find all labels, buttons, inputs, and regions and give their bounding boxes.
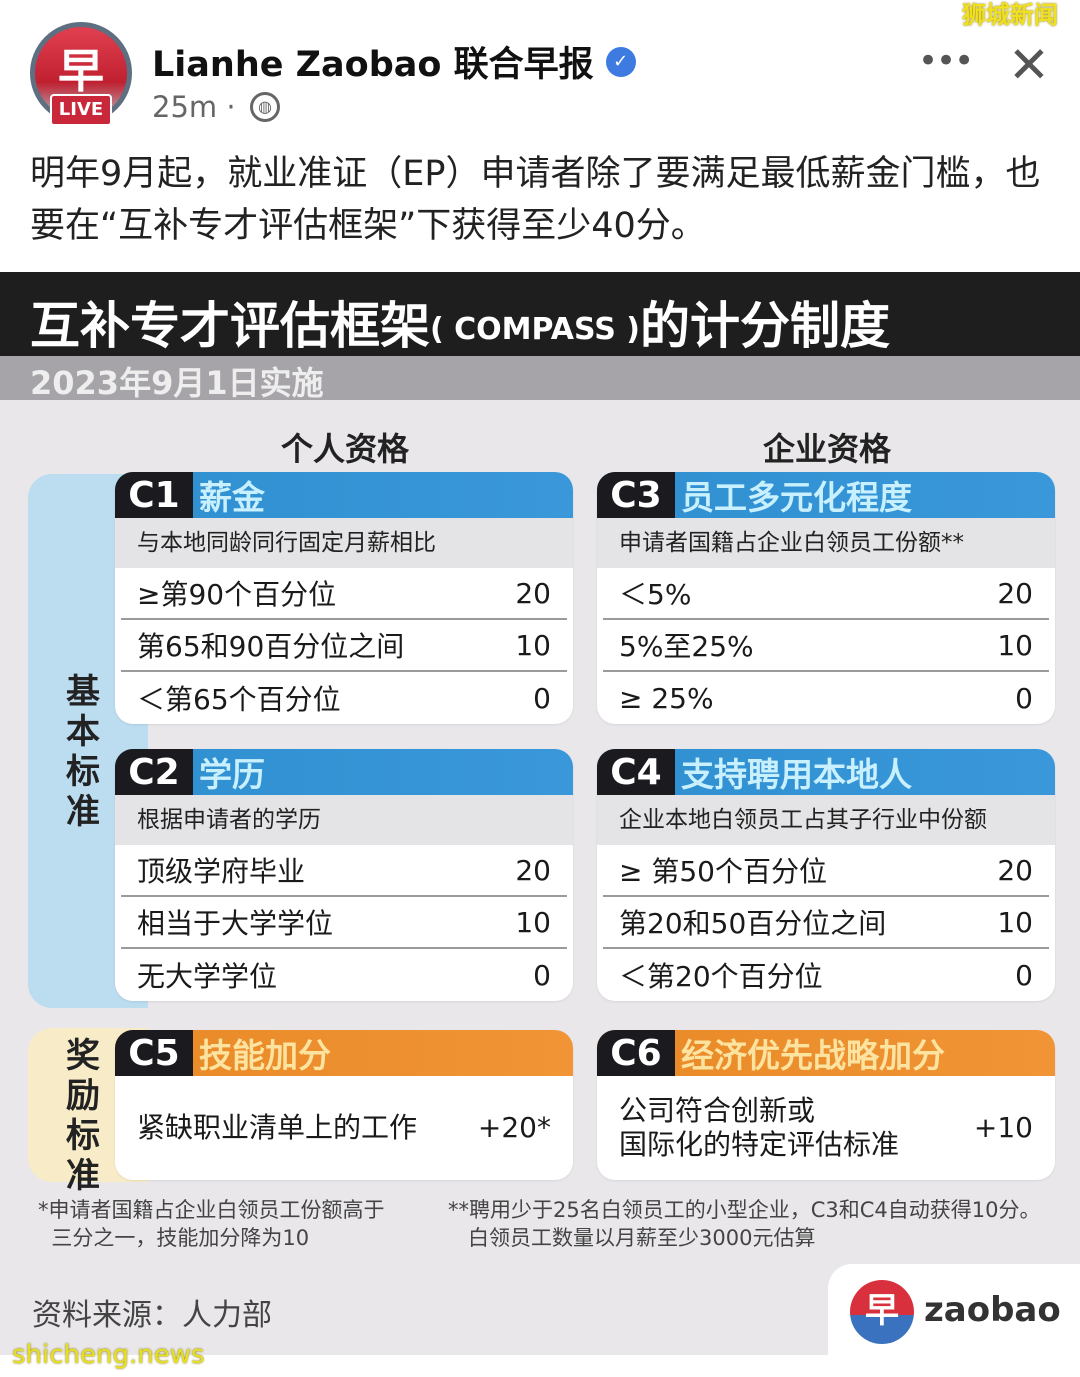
criterion-card-c1: C1 薪金 与本地同龄同行固定月薪相比 ≥第90个百分位 20 第65和90百分位之间 10…: [115, 472, 573, 724]
score-points: 0: [1015, 958, 1033, 992]
close-icon[interactable]: ✕: [1008, 36, 1050, 94]
card-header: C4 支持聘用本地人: [597, 749, 1055, 795]
criterion-code: C2: [115, 749, 193, 795]
criterion-code: C3: [597, 472, 675, 518]
post-text: 明年9月起，就业准证（EP）申请者除了要满足最低薪金门槛，也要在“互补专才评估框…: [30, 154, 1041, 246]
score-points: 0: [533, 681, 551, 715]
score-row: ≥ 25% 0: [603, 672, 1049, 724]
page-name[interactable]: Lianhe Zaobao 联合早报: [152, 45, 594, 85]
infographic-title: 互补专才评估框架( COMPASS )的计分制度: [30, 286, 890, 358]
score-condition: ＜5%: [619, 578, 692, 611]
score-row: 顶级学府毕业 20: [121, 845, 567, 897]
score-points: 20: [997, 853, 1033, 887]
score-row: 无大学学位 0: [121, 949, 567, 1001]
score-points: 0: [1015, 681, 1033, 715]
basic-criteria-label: 基本标准: [66, 672, 100, 832]
score-row: ≥ 第50个百分位 20: [603, 845, 1049, 897]
avatar-glyph: 早: [58, 44, 104, 98]
verified-badge-icon: ✓: [605, 46, 636, 77]
bonus-points: +20*: [477, 1111, 551, 1144]
criterion-card-c2: C2 学历 根据申请者的学历顶级学府毕业 20 相当于大学学位 10 无大学学位 0: [115, 749, 573, 1001]
score-points: 10: [515, 628, 551, 662]
page-name-row: Lianhe Zaobao 联合早报 ✓: [152, 36, 636, 87]
score-points: 0: [533, 958, 551, 992]
criterion-name: 技能加分: [199, 1036, 331, 1075]
score-condition: 第20和50百分位之间: [619, 907, 887, 940]
subtitle-band: [0, 356, 1080, 400]
criterion-code: C5: [115, 1030, 193, 1076]
column-header-company: 企业资格: [762, 430, 891, 468]
score-condition: ＜第65个百分位: [137, 683, 341, 716]
criterion-card-c4: C4 支持聘用本地人 企业本地白领员工占其子行业中份额 ≥ 第50个百分位 20 第20和…: [597, 749, 1055, 1001]
score-row: 第20和50百分位之间 10: [603, 897, 1049, 949]
score-row: ＜5% 20: [603, 568, 1049, 620]
logo-wordmark: zaobao: [924, 1290, 1061, 1330]
score-points: 10: [997, 905, 1033, 939]
score-row: ≥第90个百分位 20: [121, 568, 567, 620]
score-condition: ＜第20个百分位: [619, 960, 823, 993]
footnote-single-star: *申请者国籍占企业白领员工份额高于 三分之一，技能加分降为10: [38, 1198, 385, 1250]
score-row: ＜第20个百分位 0: [603, 949, 1049, 1001]
score-condition: ≥第90个百分位: [137, 578, 337, 611]
score-condition: 第65和90百分位之间: [137, 630, 405, 663]
bonus-condition: 公司符合创新或 国际化的特定评估标准: [619, 1094, 900, 1161]
watermark-top: 狮城新闻: [962, 1, 1058, 29]
globe-icon: ◍: [250, 92, 280, 122]
score-row: ＜第65个百分位 0: [121, 672, 567, 724]
criterion-name: 学历: [199, 755, 265, 794]
criterion-description: 申请者国籍占企业白领员工份额**: [597, 518, 1055, 568]
score-points: 20: [515, 853, 551, 887]
card-header: C6 经济优先战略加分: [597, 1030, 1055, 1076]
title-band: [0, 272, 1080, 356]
criterion-description: 与本地同龄同行固定月薪相比: [115, 518, 573, 568]
score-condition: ≥ 第50个百分位: [619, 855, 827, 888]
bonus-criteria-label: 奖励标准: [66, 1036, 100, 1196]
logo-mark: 早: [850, 1280, 914, 1344]
live-badge: LIVE: [50, 94, 112, 126]
criterion-card-c5: C5 技能加分紧缺职业清单上的工作 +20*: [115, 1030, 573, 1180]
score-condition: 相当于大学学位: [137, 907, 334, 940]
score-row: 5%至25% 10: [603, 620, 1049, 672]
zaobao-logo: 早 zaobao: [828, 1264, 1080, 1356]
post-time[interactable]: 25m ·: [152, 90, 236, 124]
title-en: ( COMPASS ): [430, 312, 640, 347]
criterion-description: 企业本地白领员工占其子行业中份额: [597, 795, 1055, 845]
score-condition: 顶级学府毕业: [137, 855, 306, 888]
footnote-double-star: **聘用少于25名白领员工的小型企业，C3和C4自动获得10分。 白领员工数量以…: [448, 1198, 1041, 1250]
score-row: 第65和90百分位之间 10: [121, 620, 567, 672]
criterion-code: C1: [115, 472, 193, 518]
score-condition: 无大学学位: [137, 960, 278, 993]
title-tail: 的计分制度: [640, 297, 890, 355]
card-header: C3 员工多元化程度: [597, 472, 1055, 518]
more-icon[interactable]: •••: [918, 41, 974, 81]
bonus-condition: 紧缺职业清单上的工作: [137, 1111, 418, 1144]
criterion-name: 薪金: [199, 478, 265, 517]
card-header: C5 技能加分: [115, 1030, 573, 1076]
score-points: 10: [515, 905, 551, 939]
criterion-code: C4: [597, 749, 675, 795]
score-points: 20: [515, 576, 551, 610]
source-credit: 资料来源：人力部: [32, 1298, 272, 1333]
score-points: 10: [997, 628, 1033, 662]
score-condition: ≥ 25%: [619, 681, 714, 715]
criterion-code: C6: [597, 1030, 675, 1076]
infographic-subtitle: 2023年9月1日实施: [30, 364, 324, 402]
card-header: C2 学历: [115, 749, 573, 795]
bonus-row: 紧缺职业清单上的工作 +20*: [115, 1076, 573, 1180]
criterion-card-c6: C6 经济优先战略加分公司符合创新或 国际化的特定评估标准 +10: [597, 1030, 1055, 1180]
score-points: 20: [997, 576, 1033, 610]
watermark-bottom: shicheng.news: [12, 1340, 205, 1370]
score-condition: 5%至25%: [619, 630, 754, 663]
criterion-description: 根据申请者的学历: [115, 795, 573, 845]
criterion-name: 支持聘用本地人: [681, 755, 912, 794]
card-header: C1 薪金: [115, 472, 573, 518]
score-row: 相当于大学学位 10: [121, 897, 567, 949]
criterion-name: 经济优先战略加分: [681, 1036, 945, 1075]
criterion-name: 员工多元化程度: [681, 478, 912, 517]
bonus-row: 公司符合创新或 国际化的特定评估标准 +10: [597, 1076, 1055, 1180]
title-cn: 互补专才评估框架: [30, 297, 430, 355]
bonus-points: +10: [973, 1111, 1033, 1144]
criterion-card-c3: C3 员工多元化程度 申请者国籍占企业白领员工份额** ＜5% 20 5%至25% 10 ≥ …: [597, 472, 1055, 724]
column-header-individual: 个人资格: [280, 430, 409, 468]
